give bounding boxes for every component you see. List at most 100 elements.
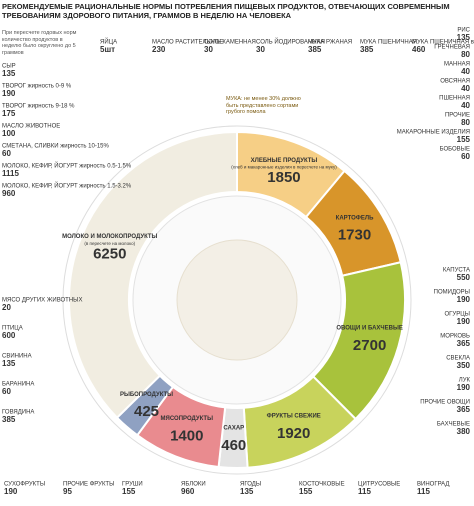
segment-value: 1920 xyxy=(277,425,310,442)
item-value: 365 xyxy=(457,405,471,414)
item-value: 115 xyxy=(417,487,430,496)
item-name: ПОМИДОРЫ xyxy=(434,290,470,296)
item-value: 190 xyxy=(2,89,16,98)
item-value: 190 xyxy=(457,383,471,392)
item-value: 60 xyxy=(2,387,11,396)
item-value: 365 xyxy=(457,339,471,348)
item-name: БОБОВЫЕ xyxy=(440,147,470,153)
item-name: МАКАРОННЫЕ ИЗДЕЛИЯ xyxy=(397,130,470,136)
plate-inner xyxy=(176,239,298,361)
item-name: ЦИТРУСОВЫЕ xyxy=(358,482,400,488)
item-name: БАРАНИНА xyxy=(2,382,34,388)
donut-segment xyxy=(68,130,238,420)
item-value: 385 xyxy=(2,415,16,424)
item-value: 40 xyxy=(461,101,470,110)
item-name: МУКА ПШЕНИЧНАЯ высокосортная xyxy=(412,40,474,46)
item-name: ЛУК xyxy=(459,378,471,384)
item-value: 175 xyxy=(2,109,16,118)
item-value: 30 xyxy=(256,45,265,54)
item-name: ПРОЧИЕ ОВОЩИ xyxy=(420,400,470,406)
segment-label: САХАР xyxy=(223,426,244,432)
item-value: 40 xyxy=(461,84,470,93)
item-value: 40 xyxy=(461,67,470,76)
item-value: 1115 xyxy=(2,169,19,178)
segment-label: РЫБОПРОДУКТЫ xyxy=(120,392,173,398)
note: При пересчете годовых норм количество пр… xyxy=(2,30,77,56)
segment-label: ХЛЕБНЫЕ ПРОДУКТЫ xyxy=(251,158,318,164)
item-name: КОСТОЧКОВЫЕ xyxy=(299,482,345,488)
item-value: 100 xyxy=(2,129,16,138)
item-name: ГРЕЧНЕВАЯ xyxy=(434,45,470,51)
segment-value: 460 xyxy=(221,437,246,454)
segment-label: ОВОЩИ И БАХЧЕВЫЕ xyxy=(336,326,402,332)
item-value: 135 xyxy=(2,359,16,368)
item-name: ТВОРОГ жирность 9-18 % xyxy=(2,104,75,110)
item-name: ПРОЧИЕ ФРУКТЫ xyxy=(63,482,114,488)
outer-ring xyxy=(62,125,412,475)
item-value: 460 xyxy=(412,45,426,54)
item-value: 5шт xyxy=(100,45,115,54)
item-name: МУКА ПШЕНИЧНАЯ xyxy=(360,40,417,46)
item-value: 960 xyxy=(181,487,195,496)
item-value: 115 xyxy=(358,487,371,496)
item-value: 190 xyxy=(457,317,471,326)
item-name: ПШЕННАЯ xyxy=(439,96,470,102)
segment-note: (в пересчете на молоко) xyxy=(84,241,135,246)
item-value: 135 xyxy=(240,487,254,496)
segment-label: МЯСОПРОДУКТЫ xyxy=(161,416,214,422)
item-value: 155 xyxy=(122,487,136,496)
item-name: МЯСО ДРУГИХ ЖИВОТНЫХ xyxy=(2,298,82,304)
item-name: ТВОРОГ жирность 0-9 % xyxy=(2,84,72,90)
item-value: 385 xyxy=(308,45,322,54)
item-name: МОЛОКО, КЕФИР, ЙОГУРТ жирность 1.5-3.2% xyxy=(2,182,132,190)
segment-value: 425 xyxy=(134,403,159,420)
item-value: 155 xyxy=(457,135,471,144)
item-name: СУХОФРУКТЫ xyxy=(4,482,45,488)
item-name: МОРКОВЬ xyxy=(440,334,470,340)
item-name: ЯЙЦА xyxy=(100,38,117,46)
segment-value: 1850 xyxy=(267,169,300,186)
item-name: ВИНОГРАД xyxy=(417,482,449,488)
item-value: 135 xyxy=(2,69,16,78)
item-name: ГРУШИ xyxy=(122,482,143,488)
chart-title: РЕКОМЕНДУЕМЫЕ РАЦИОНАЛЬНЫЕ НОРМЫ ПОТРЕБЛ… xyxy=(2,2,450,20)
item-value: 135 xyxy=(457,33,471,42)
item-name: МАСЛО ЖИВОТНОЕ xyxy=(2,124,60,130)
item-value: 350 xyxy=(457,361,471,370)
item-name: КАПУСТА xyxy=(443,268,470,274)
item-name: ГОВЯДИНА xyxy=(2,410,34,416)
item-value: 550 xyxy=(457,273,471,282)
item-value: 380 xyxy=(457,427,471,436)
item-name: МУКА РЖАНАЯ xyxy=(308,40,352,46)
flour-note: МУКА: не менее 30% должно быть представл… xyxy=(226,96,301,115)
item-name: МОЛОКО, КЕФИР, ЙОГУРТ жирность 0.5-1.5% xyxy=(2,162,132,170)
item-value: 95 xyxy=(63,487,72,496)
item-value: 80 xyxy=(461,118,470,127)
segment-note: (хлеб и макаронные изделия в пересчете н… xyxy=(231,164,337,169)
item-name: СОЛЬ ЙОДИРОВАННАЯ xyxy=(256,38,325,46)
item-name: РИС xyxy=(457,28,470,34)
segment-value: 1730 xyxy=(338,227,371,244)
segment-value: 2700 xyxy=(353,337,386,354)
item-name: ЯГОДЫ xyxy=(240,482,261,488)
segment-value: 1400 xyxy=(170,427,203,444)
item-name: МАСЛО РАСТИТЕЛЬНОЕ xyxy=(152,40,223,46)
item-name: СВЕКЛА xyxy=(446,356,470,362)
item-value: 385 xyxy=(360,45,374,54)
item-name: ПТИЦА xyxy=(2,326,23,332)
item-name: БАХЧЕВЫЕ xyxy=(437,422,470,428)
segment-label: ФРУКТЫ СВЕЖИЕ xyxy=(267,413,321,419)
item-name: ЯБЛОКИ xyxy=(181,482,206,488)
item-value: 80 xyxy=(461,50,470,59)
item-name: СЫР xyxy=(2,64,16,70)
item-value: 230 xyxy=(152,45,166,54)
title-box: РЕКОМЕНДУЕМЫЕ РАЦИОНАЛЬНЫЕ НОРМЫ ПОТРЕБЛ… xyxy=(2,2,450,20)
note-box: При пересчете годовых норм количество пр… xyxy=(2,30,77,56)
item-value: 190 xyxy=(4,487,18,496)
item-name: СОЛЬ КАМЕННАЯ xyxy=(204,40,256,46)
item-value: 190 xyxy=(457,295,471,304)
item-name: ОГУРЦЫ xyxy=(445,312,470,318)
segment-label: КАРТОФЕЛЬ xyxy=(336,215,374,221)
segment-label: МОЛОКО И МОЛОКОПРОДУКТЫ xyxy=(62,234,157,240)
